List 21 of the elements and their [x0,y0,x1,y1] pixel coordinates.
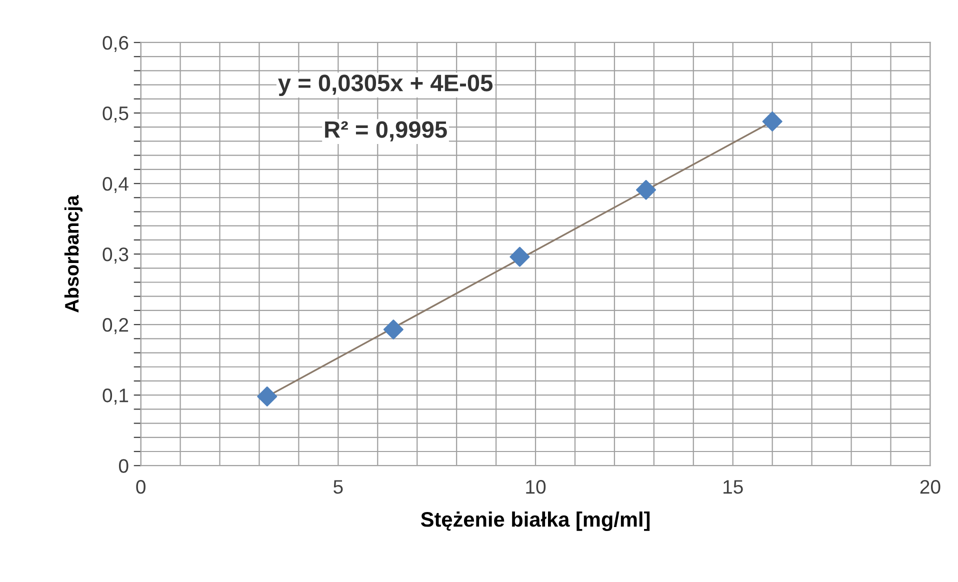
y-tick-label: 0,3 [102,248,128,264]
x-tick-label: 15 [724,480,743,494]
y-tick-label: 0,6 [102,36,128,52]
point [257,386,278,407]
annotation: y = 0,0305x + 4E-05 [278,74,493,96]
point [636,180,656,200]
annotation: R² = 0,9995 [325,121,447,142]
point [383,319,404,340]
y-tick-label: 0,5 [102,106,128,123]
x-tick-label: 20 [920,480,940,494]
y-axis-title: Absorbancja [64,195,83,312]
x-tick-label: 0 [136,480,146,494]
x-axis-title: Stężenie białka [mg/ml] [420,512,650,532]
x-tick-label: 10 [526,480,546,494]
y-tick-label: 0,4 [102,176,128,194]
y-tick-label: 0 [118,459,128,473]
x-tick-label: 5 [334,480,343,494]
y-tick-label: 0,1 [102,388,128,405]
y-tick-label: 0,2 [102,318,128,334]
point [762,111,782,132]
point [510,246,530,267]
